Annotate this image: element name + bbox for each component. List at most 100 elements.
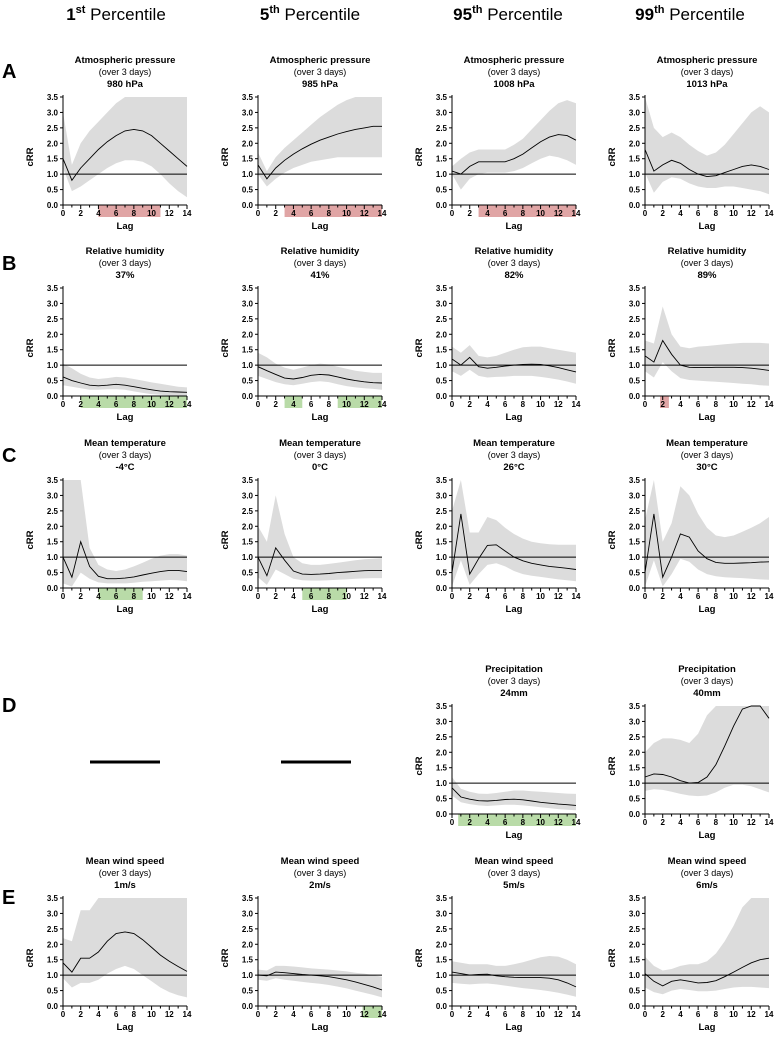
y-tick-label: 2.5	[47, 315, 59, 324]
x-tick-label: 2	[660, 818, 665, 827]
y-tick-label: 0.5	[629, 987, 641, 996]
x-axis-label: Lag	[506, 412, 523, 423]
y-tick-label: 0.5	[629, 377, 641, 386]
x-tick-label: 14	[572, 1010, 581, 1019]
y-tick-label: 3.0	[629, 717, 641, 726]
x-tick-label: 10	[536, 1010, 545, 1019]
x-tick-label: 12	[554, 1010, 563, 1019]
panel-threshold-value: 6m/s	[696, 880, 718, 891]
y-tick-label: 0.5	[47, 186, 59, 195]
y-tick-label: 0.0	[47, 392, 59, 401]
panel-subtitle: (over 3 days)	[681, 868, 734, 878]
x-tick-label: 4	[291, 592, 296, 601]
y-tick-label: 1.5	[629, 956, 641, 965]
y-tick-label: 3.5	[629, 476, 641, 485]
protective-lag-highlight	[284, 396, 303, 408]
y-tick-label: 1.5	[242, 346, 254, 355]
x-tick-label: 6	[309, 400, 314, 409]
x-tick-label: 6	[696, 592, 701, 601]
y-tick-label: 1.0	[629, 170, 641, 179]
y-tick-label: 3.5	[436, 702, 448, 711]
panel-subtitle: (over 3 days)	[99, 868, 152, 878]
x-tick-label: 14	[183, 592, 192, 601]
x-tick-label: 4	[291, 209, 296, 218]
x-tick-label: 10	[536, 209, 545, 218]
x-tick-label: 12	[747, 818, 756, 827]
x-tick-label: 0	[256, 592, 261, 601]
y-tick-label: 3.5	[242, 476, 254, 485]
y-tick-label: 2.5	[629, 507, 641, 516]
y-tick-label: 1.5	[47, 155, 59, 164]
x-tick-label: 0	[256, 209, 261, 218]
y-axis-label: cRR	[414, 530, 425, 549]
y-axis-label: cRR	[607, 948, 618, 967]
y-axis-label: cRR	[607, 147, 618, 166]
y-tick-label: 0.0	[629, 810, 641, 819]
y-tick-label: 3.5	[436, 284, 448, 293]
confidence-band	[63, 898, 187, 998]
x-tick-label: 0	[256, 400, 261, 409]
x-tick-label: 0	[643, 209, 648, 218]
panel-title: Relative humidity	[475, 246, 554, 257]
x-tick-label: 8	[521, 209, 526, 218]
x-tick-label: 0	[643, 1010, 648, 1019]
panel-title: Mean wind speed	[668, 856, 747, 867]
confidence-band	[63, 363, 187, 396]
y-tick-label: 3.5	[47, 894, 59, 903]
y-tick-label: 2.5	[629, 733, 641, 742]
y-tick-label: 2.5	[242, 507, 254, 516]
x-tick-label: 0	[450, 818, 455, 827]
y-tick-label: 1.0	[47, 971, 59, 980]
x-axis-label: Lag	[506, 830, 523, 841]
x-tick-label: 6	[503, 818, 508, 827]
x-tick-label: 8	[714, 1010, 719, 1019]
x-tick-label: 10	[342, 1010, 351, 1019]
x-tick-label: 14	[765, 818, 774, 827]
y-tick-label: 3.5	[436, 476, 448, 485]
y-tick-label: 3.0	[242, 909, 254, 918]
panel-subtitle: (over 3 days)	[294, 450, 347, 460]
y-tick-label: 0.5	[629, 186, 641, 195]
x-tick-label: 10	[729, 592, 738, 601]
x-tick-label: 4	[485, 818, 490, 827]
y-tick-label: 0.0	[436, 810, 448, 819]
y-tick-label: 3.5	[47, 284, 59, 293]
panel-threshold-value: 82%	[504, 270, 524, 281]
protective-lag-highlight	[302, 588, 347, 600]
y-axis-label: cRR	[25, 147, 36, 166]
column-header-1st: 1st Percentile	[66, 4, 166, 24]
row-label-c: C	[2, 445, 16, 467]
x-tick-label: 14	[378, 592, 387, 601]
x-tick-label: 2	[273, 209, 278, 218]
y-tick-label: 2.0	[436, 748, 448, 757]
y-tick-label: 0.5	[436, 186, 448, 195]
x-tick-label: 8	[327, 400, 332, 409]
y-tick-label: 1.5	[436, 346, 448, 355]
x-tick-label: 12	[360, 1010, 369, 1019]
x-tick-label: 2	[273, 400, 278, 409]
x-tick-label: 6	[696, 209, 701, 218]
crr-estimate-line	[644, 513, 770, 579]
y-tick-label: 1.0	[629, 971, 641, 980]
x-axis-label: Lag	[312, 412, 329, 423]
panel-subtitle: (over 3 days)	[681, 450, 734, 460]
crr-estimate-line	[451, 787, 577, 806]
x-tick-label: 4	[485, 400, 490, 409]
y-tick-label: 3.0	[436, 909, 448, 918]
panel-subtitle: (over 3 days)	[488, 67, 541, 77]
x-tick-label: 2	[660, 592, 665, 601]
y-tick-label: 2.0	[629, 940, 641, 949]
x-tick-label: 0	[256, 1010, 261, 1019]
y-tick-label: 1.5	[629, 538, 641, 547]
y-tick-label: 0.5	[47, 569, 59, 578]
x-tick-label: 12	[165, 400, 174, 409]
panel-title: Mean temperature	[473, 438, 555, 449]
panel-d-3: Precipitation(over 3 days) 24mm 0.0 0.5 1.0 1…	[414, 664, 581, 841]
y-tick-label: 3.5	[242, 284, 254, 293]
y-tick-label: 0.0	[436, 392, 448, 401]
x-tick-label: 2	[660, 400, 665, 409]
y-tick-label: 1.0	[242, 553, 254, 562]
x-tick-label: 2	[660, 209, 665, 218]
x-tick-label: 14	[572, 818, 581, 827]
y-tick-label: 1.0	[242, 170, 254, 179]
